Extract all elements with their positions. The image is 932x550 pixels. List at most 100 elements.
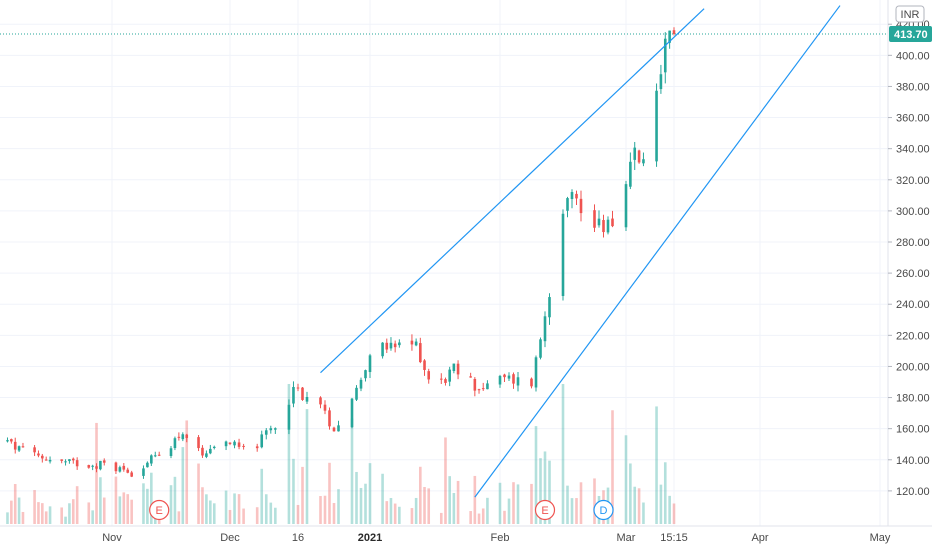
- candle[interactable]: [663, 32, 667, 84]
- candle[interactable]: [419, 337, 422, 364]
- candle[interactable]: [350, 397, 354, 429]
- candle[interactable]: [269, 425, 273, 434]
- candle[interactable]: [410, 334, 414, 351]
- candle[interactable]: [414, 338, 418, 347]
- currency-button[interactable]: [895, 5, 925, 23]
- candle[interactable]: [205, 450, 208, 459]
- candle[interactable]: [185, 433, 189, 443]
- candle[interactable]: [637, 149, 641, 164]
- candle[interactable]: [534, 355, 538, 392]
- candle[interactable]: [448, 366, 451, 387]
- trendline-lower[interactable]: [474, 5, 841, 498]
- x-axis[interactable]: Nov Dec 16 2021 Feb Mar 15:15 Apr May: [102, 532, 891, 544]
- candle[interactable]: [44, 456, 48, 461]
- candle[interactable]: [287, 399, 291, 435]
- candle[interactable]: [274, 427, 277, 434]
- candle[interactable]: [21, 442, 25, 448]
- candle[interactable]: [512, 372, 515, 389]
- candle[interactable]: [6, 437, 9, 443]
- candle[interactable]: [122, 463, 126, 472]
- candle[interactable]: [260, 430, 264, 449]
- candle[interactable]: [130, 470, 133, 478]
- candle[interactable]: [233, 440, 236, 449]
- candle[interactable]: [17, 445, 21, 452]
- candle[interactable]: [611, 210, 614, 228]
- candle[interactable]: [629, 152, 632, 190]
- candle[interactable]: [548, 293, 551, 325]
- candle[interactable]: [452, 363, 456, 374]
- candle[interactable]: [332, 426, 336, 432]
- candle[interactable]: [209, 444, 212, 455]
- candle[interactable]: [456, 360, 460, 380]
- candle[interactable]: [91, 464, 94, 471]
- candle[interactable]: [95, 463, 98, 473]
- candle[interactable]: [606, 216, 610, 235]
- candle[interactable]: [68, 459, 71, 464]
- candle[interactable]: [157, 451, 161, 457]
- candle[interactable]: [444, 377, 447, 386]
- candle[interactable]: [146, 461, 149, 468]
- candle[interactable]: [41, 453, 44, 463]
- candle[interactable]: [597, 210, 601, 228]
- candle[interactable]: [423, 359, 426, 376]
- earnings-marker[interactable]: E: [534, 499, 556, 521]
- candle[interactable]: [296, 383, 300, 392]
- candle[interactable]: [398, 339, 401, 348]
- candle[interactable]: [71, 457, 75, 464]
- trendlines[interactable]: [320, 5, 841, 498]
- candle[interactable]: [224, 440, 228, 451]
- candle[interactable]: [328, 407, 331, 430]
- candle[interactable]: [99, 460, 102, 471]
- candle[interactable]: [212, 445, 216, 450]
- candle[interactable]: [102, 458, 106, 466]
- candle[interactable]: [486, 380, 489, 390]
- candle[interactable]: [655, 83, 658, 167]
- candle[interactable]: [264, 428, 268, 440]
- candle[interactable]: [292, 381, 295, 408]
- candle[interactable]: [301, 386, 304, 401]
- candle[interactable]: [477, 388, 481, 394]
- candle[interactable]: [319, 396, 322, 409]
- candle[interactable]: [469, 372, 472, 378]
- candle[interactable]: [150, 454, 153, 467]
- candle[interactable]: [473, 377, 477, 397]
- candle[interactable]: [516, 372, 520, 392]
- candle[interactable]: [593, 204, 596, 232]
- candle[interactable]: [118, 465, 122, 473]
- dividend-marker[interactable]: D: [593, 499, 614, 521]
- candle[interactable]: [439, 373, 443, 384]
- candle[interactable]: [507, 372, 511, 382]
- candle[interactable]: [672, 27, 676, 36]
- candle[interactable]: [10, 438, 13, 444]
- candle[interactable]: [498, 374, 502, 388]
- candle[interactable]: [633, 141, 637, 171]
- candle[interactable]: [355, 385, 358, 402]
- candle[interactable]: [201, 445, 204, 458]
- candle[interactable]: [60, 459, 63, 464]
- candle[interactable]: [48, 456, 52, 464]
- candle[interactable]: [503, 373, 506, 382]
- candle[interactable]: [142, 465, 145, 479]
- candle[interactable]: [602, 214, 605, 238]
- candle[interactable]: [37, 450, 40, 458]
- candle[interactable]: [237, 438, 241, 450]
- candle[interactable]: [561, 209, 565, 301]
- candle[interactable]: [427, 368, 431, 384]
- candle[interactable]: [539, 337, 542, 360]
- candle[interactable]: [228, 442, 232, 446]
- candle[interactable]: [177, 432, 181, 441]
- candle[interactable]: [197, 435, 200, 452]
- candle[interactable]: [393, 340, 397, 353]
- candle[interactable]: [543, 311, 547, 348]
- candle[interactable]: [242, 443, 245, 450]
- candle[interactable]: [566, 196, 569, 218]
- candle[interactable]: [642, 152, 645, 167]
- candle[interactable]: [153, 451, 157, 458]
- candle[interactable]: [305, 391, 309, 405]
- earnings-marker[interactable]: E: [149, 499, 170, 521]
- candle[interactable]: [255, 443, 259, 452]
- candle[interactable]: [13, 437, 17, 454]
